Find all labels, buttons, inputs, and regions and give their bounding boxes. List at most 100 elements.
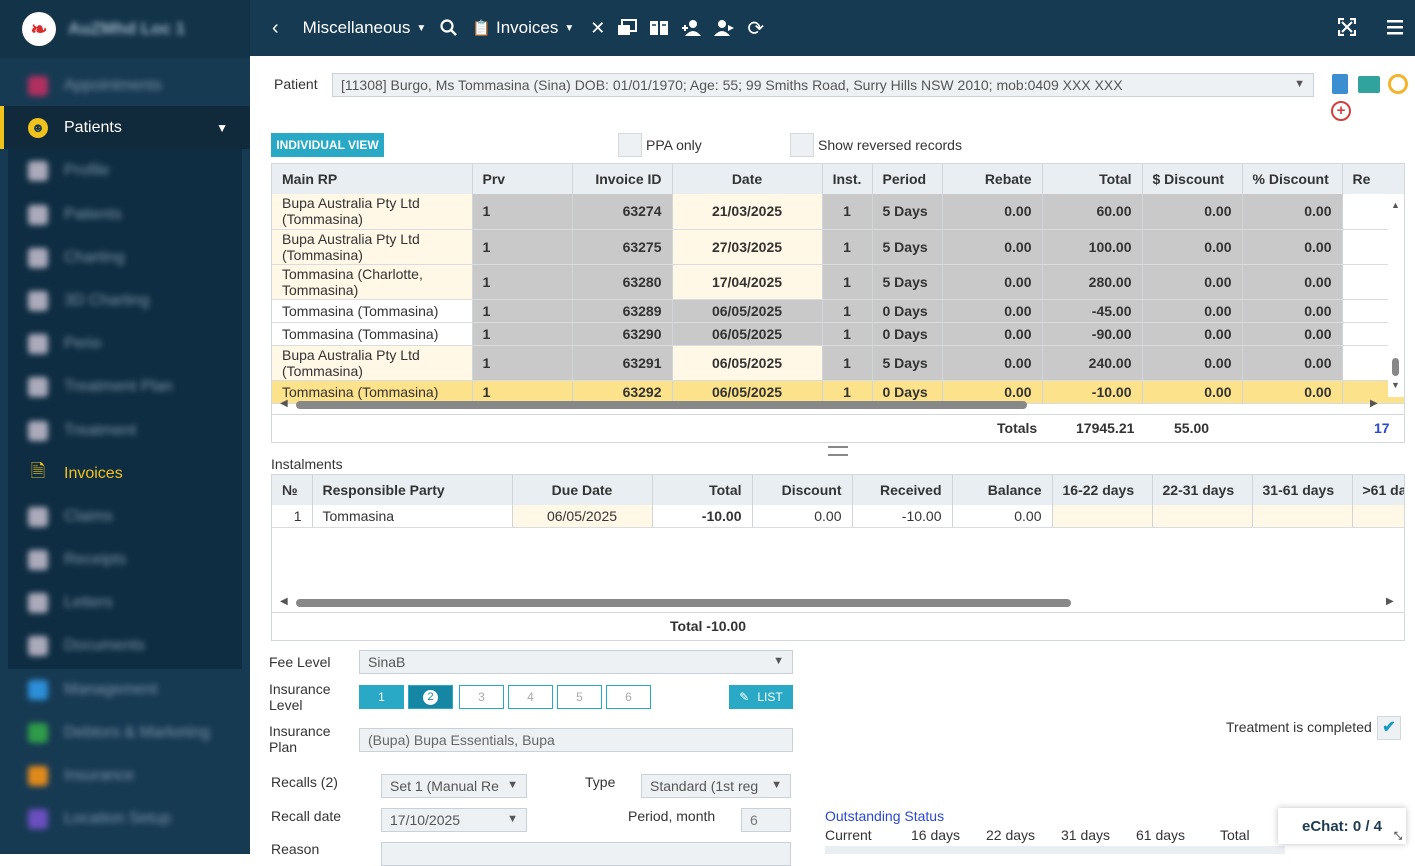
search-icon[interactable] — [440, 19, 458, 37]
sidebar-item-profile[interactable]: Profile — [0, 149, 250, 192]
table-row[interactable]: Tommasina (Tommasina) 1 63292 06/05/2025 1 0 … — [272, 380, 1404, 404]
period-field[interactable]: 6 — [741, 808, 791, 832]
cell-prv: 1 — [472, 345, 573, 381]
sidebar-item-treatment[interactable]: Treatment — [0, 409, 250, 452]
col-over-61-days[interactable]: >61 da — [1352, 475, 1404, 505]
close-icon[interactable]: ✕ — [590, 17, 606, 38]
col-22-31-days[interactable]: 22-31 days — [1152, 475, 1253, 505]
col-main-rp[interactable]: Main RP — [272, 164, 473, 194]
sidebar-item-claims[interactable]: Claims — [0, 495, 250, 538]
level-2-button[interactable]: 2 — [408, 685, 453, 709]
fee-level-select[interactable]: SinaB ▼ — [359, 650, 793, 674]
col-total[interactable]: Total — [652, 475, 753, 505]
col-re[interactable]: Re — [1342, 164, 1404, 194]
table-row[interactable]: Bupa Australia Pty Ltd (Tommasina) 1 63275… — [272, 229, 1404, 265]
col-period[interactable]: Period — [872, 164, 943, 194]
col-balance[interactable]: Balance — [952, 475, 1053, 505]
col-received[interactable]: Received — [852, 475, 953, 505]
sidebar-item-appointments[interactable]: Appointments — [0, 64, 250, 107]
splitter-handle[interactable] — [828, 446, 848, 456]
menu-icon[interactable] — [1386, 18, 1404, 36]
fee-level-label: Fee Level — [269, 654, 331, 670]
recall-set-select[interactable]: Set 1 (Manual Re ▼ — [381, 774, 527, 798]
person-arrow-icon[interactable] — [713, 19, 735, 37]
level-4-button[interactable]: 4 — [508, 685, 553, 709]
col-rebate[interactable]: Rebate — [942, 164, 1043, 194]
level-6-button[interactable]: 6 — [606, 685, 651, 709]
col-dollar-discount[interactable]: $ Discount — [1142, 164, 1243, 194]
book-icon[interactable] — [649, 19, 669, 37]
show-reversed-checkbox[interactable] — [790, 133, 814, 157]
scroll-thumb[interactable] — [296, 401, 1027, 409]
sidebar-item-receipts[interactable]: Receipts — [0, 538, 250, 581]
sidebar-item-patients[interactable]: ☻ Patients ▼ — [0, 106, 250, 149]
col-date[interactable]: Date — [672, 164, 823, 194]
panel-icon[interactable] — [1358, 76, 1380, 93]
level-1-button[interactable]: 1 — [359, 685, 404, 709]
treatment-completed-label: Treatment is completed — [1226, 719, 1372, 735]
document-icon[interactable] — [1332, 74, 1348, 94]
individual-view-button[interactable]: INDIVIDUAL VIEW — [271, 133, 384, 157]
module-dropdown[interactable]: Miscellaneous ▼ — [303, 18, 427, 38]
col-prv[interactable]: Prv — [472, 164, 573, 194]
fullscreen-icon[interactable] — [1338, 18, 1356, 36]
col-invoice-id[interactable]: Invoice ID — [572, 164, 673, 194]
calendar-icon — [28, 75, 48, 96]
windows-icon[interactable] — [617, 19, 638, 37]
add-person-icon[interactable] — [681, 19, 703, 37]
col-31-61-days[interactable]: 31-61 days — [1252, 475, 1353, 505]
col-discount[interactable]: Discount — [752, 475, 853, 505]
sidebar-item-perio[interactable]: Perio — [0, 322, 250, 365]
sidebar-item-3d-charting[interactable]: 3D Charting — [0, 279, 250, 322]
scroll-thumb[interactable] — [296, 599, 1071, 607]
col-inst[interactable]: Inst. — [822, 164, 873, 194]
table-row[interactable]: Bupa Australia Pty Ltd (Tommasina) 1 63291… — [272, 345, 1404, 381]
treatment-completed-checkbox[interactable]: ✔ — [1377, 716, 1401, 740]
level-3-button[interactable]: 3 — [459, 685, 504, 709]
table-row[interactable]: 1 Tommasina 06/05/2025 -10.00 0.00 -10.0… — [272, 505, 1404, 528]
sidebar-item-insurance[interactable]: Insurance — [0, 754, 250, 797]
echat-widget[interactable]: eChat: 0 / 4 ⤡ — [1278, 808, 1406, 844]
recall-date-field[interactable]: 17/10/2025 ▼ — [381, 808, 527, 832]
sidebar-item-invoices[interactable]: 🗎 Invoices — [0, 452, 250, 495]
back-icon[interactable]: ‹ — [272, 16, 279, 39]
table-row[interactable]: Tommasina (Tommasina) 1 63290 06/05/2025 1 0 … — [272, 322, 1404, 346]
reason-field[interactable] — [381, 842, 791, 866]
sidebar-item-treatment-plan[interactable]: Treatment Plan — [0, 365, 250, 408]
sidebar-item-location-setup[interactable]: Location Setup — [0, 797, 250, 840]
section-dropdown[interactable]: 📋 Invoices ▼ — [472, 18, 574, 38]
list-button[interactable]: ✎ LIST — [729, 685, 793, 709]
medical-alert-icon[interactable]: + — [1331, 101, 1351, 121]
vertical-scrollbar[interactable]: ▲ ▼ — [1388, 194, 1404, 397]
insurance-plan-field[interactable]: (Bupa) Bupa Essentials, Bupa — [359, 728, 793, 752]
reason-label: Reason — [271, 841, 320, 857]
sidebar-item-debtors-marketing[interactable]: Debtors & Marketing — [0, 711, 250, 754]
horizontal-scrollbar[interactable]: ◀ ▶ — [280, 398, 1378, 409]
type-label: Type — [585, 774, 616, 790]
ppa-only-checkbox[interactable] — [618, 133, 642, 157]
settings-icon[interactable] — [1388, 74, 1408, 94]
col-16-22-days[interactable]: 16-22 days — [1052, 475, 1153, 505]
sidebar-item-letters[interactable]: Letters — [0, 581, 250, 624]
sidebar-item-documents[interactable]: Documents — [0, 624, 250, 667]
sidebar-item-management[interactable]: Management — [0, 668, 250, 711]
cell-rebate: 0.00 — [942, 345, 1043, 381]
table-row[interactable]: Tommasina (Charlotte, Tommasina) 1 63280 17… — [272, 264, 1404, 300]
col-total[interactable]: Total — [1042, 164, 1143, 194]
sidebar-item-charting[interactable]: Charting — [0, 236, 250, 279]
horizontal-scrollbar[interactable]: ◀ ▶ — [280, 596, 1394, 607]
main-content: Patient [11308] Burgo, Ms Tommasina (Sin… — [250, 56, 1415, 866]
table-row[interactable]: Tommasina (Tommasina) 1 63289 06/05/2025 1 0 … — [272, 299, 1404, 323]
scroll-thumb[interactable] — [1392, 358, 1399, 376]
recall-type-select[interactable]: Standard (1st reg ▼ — [641, 774, 791, 798]
sidebar-item-patients-list[interactable]: Patients — [0, 193, 250, 236]
patient-select[interactable]: [11308] Burgo, Ms Tommasina (Sina) DOB: … — [332, 73, 1314, 97]
col-no[interactable]: № — [272, 475, 313, 505]
table-row[interactable]: Bupa Australia Pty Ltd (Tommasina) 1 63274… — [272, 194, 1404, 230]
col-responsible-party[interactable]: Responsible Party — [312, 475, 513, 505]
cell-due-date[interactable]: 06/05/2025 — [512, 505, 653, 528]
col-due-date[interactable]: Due Date — [512, 475, 653, 505]
level-5-button[interactable]: 5 — [557, 685, 602, 709]
refresh-icon[interactable]: ⟳ — [747, 17, 765, 40]
col-percent-discount[interactable]: % Discount — [1242, 164, 1343, 194]
